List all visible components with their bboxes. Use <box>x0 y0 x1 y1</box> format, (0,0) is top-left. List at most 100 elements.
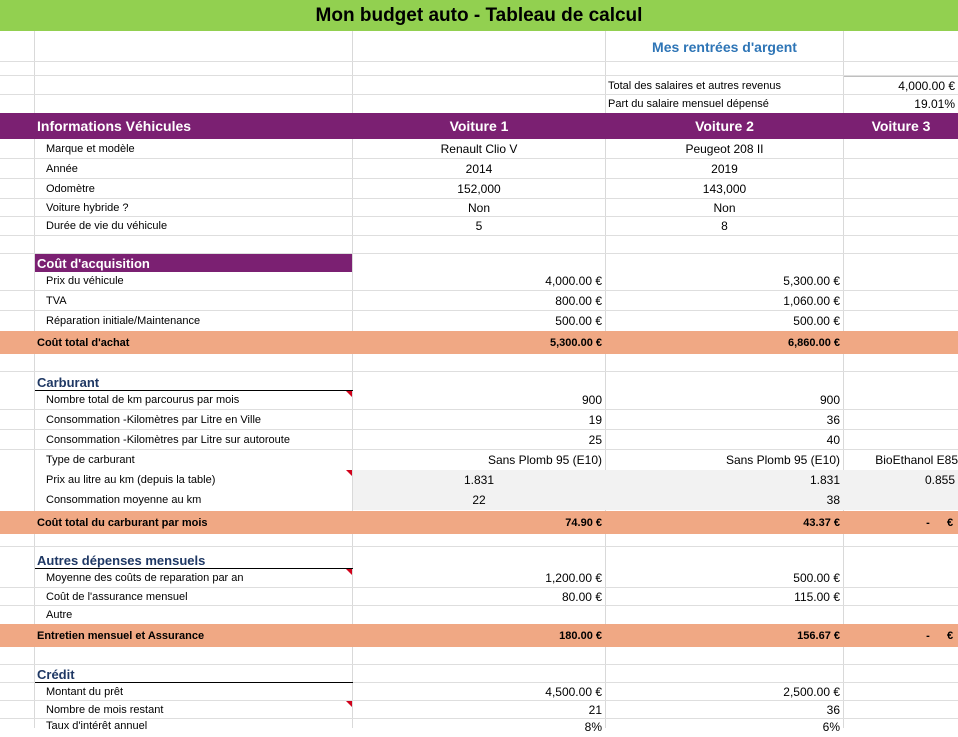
total-voiture-1[interactable]: 5,300.00 € <box>550 336 602 349</box>
total-label: Coût total du carburant par mois <box>37 516 208 529</box>
cell-voiture-2[interactable]: 6% <box>822 720 840 734</box>
cell-voiture-1[interactable]: 800.00 € <box>555 293 602 308</box>
cell-voiture-3[interactable] <box>844 719 958 737</box>
cell-voiture-1[interactable]: 80.00 € <box>561 589 602 604</box>
income-value-cell[interactable]: 4,000.00 € <box>844 76 958 95</box>
row-label: Moyenne des coûts de reparation par an <box>46 572 244 584</box>
row-label: Odomètre <box>46 182 95 195</box>
table-row: TVA 800.00 € 1,060.00 € <box>0 291 958 310</box>
cell-voiture-2[interactable]: 1.831 <box>809 473 840 487</box>
cell-voiture-1[interactable]: 8% <box>584 720 602 734</box>
cell-voiture-2[interactable]: Peugeot 208 II <box>685 142 764 156</box>
cell-voiture-1[interactable]: 4,500.00 € <box>545 685 602 699</box>
cell-voiture-3[interactable] <box>844 606 958 624</box>
cell-voiture-3[interactable] <box>844 272 958 290</box>
cell-voiture-3[interactable] <box>844 569 958 587</box>
cell-voiture-1[interactable]: 25 <box>588 432 602 447</box>
row-label: Nombre de mois restant <box>46 704 164 716</box>
comment-marker-icon[interactable] <box>346 470 352 476</box>
table-row: Consommation -Kilomètres par Litre sur a… <box>0 430 958 449</box>
row-label: Consommation -Kilomètres par Litre sur a… <box>46 433 290 446</box>
cell-voiture-2[interactable]: 115.00 € <box>794 589 840 604</box>
fuel-type-select-voiture-1[interactable]: Sans Plomb 95 (E10) <box>487 453 602 467</box>
cell-voiture-3[interactable]: 0.855 <box>924 473 955 487</box>
table-row: Consommation -Kilomètres par Litre en Vi… <box>0 410 958 429</box>
total-voiture-1[interactable]: 180.00 € <box>559 629 602 642</box>
title-banner: Mon budget auto - Tableau de calcul <box>0 0 958 31</box>
cell-voiture-1[interactable]: 1.831 <box>463 473 495 487</box>
cell-voiture-1[interactable]: Renault Clio V <box>440 142 518 156</box>
cell-voiture-3[interactable] <box>844 159 958 178</box>
cell-voiture-2[interactable]: 8 <box>721 219 728 233</box>
cell-voiture-2[interactable]: Non <box>713 200 736 215</box>
total-voiture-2[interactable]: 43.37 € <box>803 516 840 529</box>
total-voiture-3-dash[interactable]: - <box>926 516 930 529</box>
row-label: Taux d'intérêt annuel <box>46 720 148 732</box>
total-voiture-3-dash[interactable]: - <box>926 629 930 642</box>
cell-voiture-1[interactable] <box>353 606 605 624</box>
cell-voiture-2[interactable] <box>606 606 843 624</box>
table-row: Nombre total de km parcourus par mois 90… <box>0 391 958 409</box>
cell-voiture-3[interactable] <box>844 391 958 409</box>
cell-voiture-1[interactable]: 500.00 € <box>555 313 602 328</box>
total-voiture-2[interactable]: 6,860.00 € <box>788 336 840 349</box>
cell-voiture-3[interactable] <box>844 179 958 198</box>
cell-voiture-2[interactable]: 2,500.00 € <box>783 685 840 699</box>
row-label: Consommation moyenne au km <box>46 494 202 506</box>
cell-voiture-3[interactable] <box>844 490 958 510</box>
cell-voiture-1[interactable]: Non <box>467 200 490 215</box>
cell-voiture-3[interactable] <box>844 588 958 605</box>
cell-voiture-2[interactable]: 143,000 <box>702 181 747 196</box>
cell-voiture-3[interactable] <box>844 430 958 449</box>
cell-voiture-3[interactable] <box>844 199 958 216</box>
total-voiture-3[interactable] <box>844 331 958 354</box>
comment-marker-icon[interactable] <box>346 569 352 575</box>
gridline-row <box>0 371 958 372</box>
cell-voiture-3[interactable] <box>844 410 958 429</box>
cell-voiture-1[interactable]: 2014 <box>465 161 493 176</box>
cell-voiture-2[interactable]: 36 <box>826 412 840 427</box>
income-value-cell[interactable]: 19.01% <box>914 96 955 111</box>
column-header-voiture-3: Voiture 3 <box>871 118 931 134</box>
gridline-col-d <box>843 31 844 728</box>
row-label: Coût de l'assurance mensuel <box>46 590 188 603</box>
cell-voiture-2[interactable]: 36 <box>826 703 840 717</box>
cell-voiture-1[interactable]: 152,000 <box>457 181 501 196</box>
other-heading: Autres dépenses mensuels <box>37 552 206 568</box>
cell-voiture-1[interactable]: 21 <box>588 703 602 717</box>
fuel-type-select-voiture-2[interactable]: Sans Plomb 95 (E10) <box>725 453 840 467</box>
table-row: Taux d'intérêt annuel 8% 6% <box>0 719 958 737</box>
income-label: Part du salaire mensuel dépensé <box>608 97 769 110</box>
gridline-row <box>0 429 958 430</box>
cell-voiture-1[interactable]: 5 <box>475 219 483 233</box>
gridline-row <box>0 605 958 606</box>
cell-voiture-2[interactable]: 500.00 € <box>793 571 840 585</box>
income-label: Total des salaires et autres revenus <box>608 79 782 92</box>
cell-voiture-1[interactable]: 22 <box>472 493 486 507</box>
cell-voiture-2[interactable]: 1,060.00 € <box>783 293 840 308</box>
cell-voiture-2[interactable]: 2019 <box>711 161 738 176</box>
cell-voiture-1[interactable]: 19 <box>588 412 602 427</box>
comment-marker-icon[interactable] <box>346 391 352 397</box>
cell-voiture-2[interactable]: 5,300.00 € <box>783 274 840 288</box>
table-row: Marque et modèle Renault Clio V Peugeot … <box>0 140 958 158</box>
fuel-type-select-voiture-3[interactable]: BioEthanol E85 <box>875 453 958 467</box>
cell-voiture-2[interactable]: 40 <box>826 432 840 447</box>
cell-voiture-1[interactable]: 1,200.00 € <box>545 571 602 585</box>
gridline-row <box>0 310 958 311</box>
cell-voiture-2[interactable]: 900 <box>819 393 840 407</box>
total-voiture-1[interactable]: 74.90 € <box>565 516 602 529</box>
cell-voiture-3[interactable] <box>844 291 958 310</box>
cell-voiture-3[interactable] <box>844 311 958 330</box>
cell-voiture-2[interactable]: 38 <box>826 493 840 507</box>
cell-voiture-2[interactable]: 500.00 € <box>793 313 840 328</box>
cell-voiture-1[interactable]: 4,000.00 € <box>545 274 602 288</box>
cell-voiture-3[interactable] <box>844 140 958 158</box>
comment-marker-icon[interactable] <box>346 701 352 707</box>
total-row: Coût total d'achat 5,300.00 € 6,860.00 € <box>0 331 958 354</box>
cell-voiture-3[interactable] <box>844 683 958 701</box>
total-voiture-2[interactable]: 156.67 € <box>797 629 840 642</box>
cell-voiture-3[interactable] <box>844 217 958 235</box>
cell-voiture-3[interactable] <box>844 701 958 719</box>
cell-voiture-1[interactable]: 900 <box>581 393 602 407</box>
